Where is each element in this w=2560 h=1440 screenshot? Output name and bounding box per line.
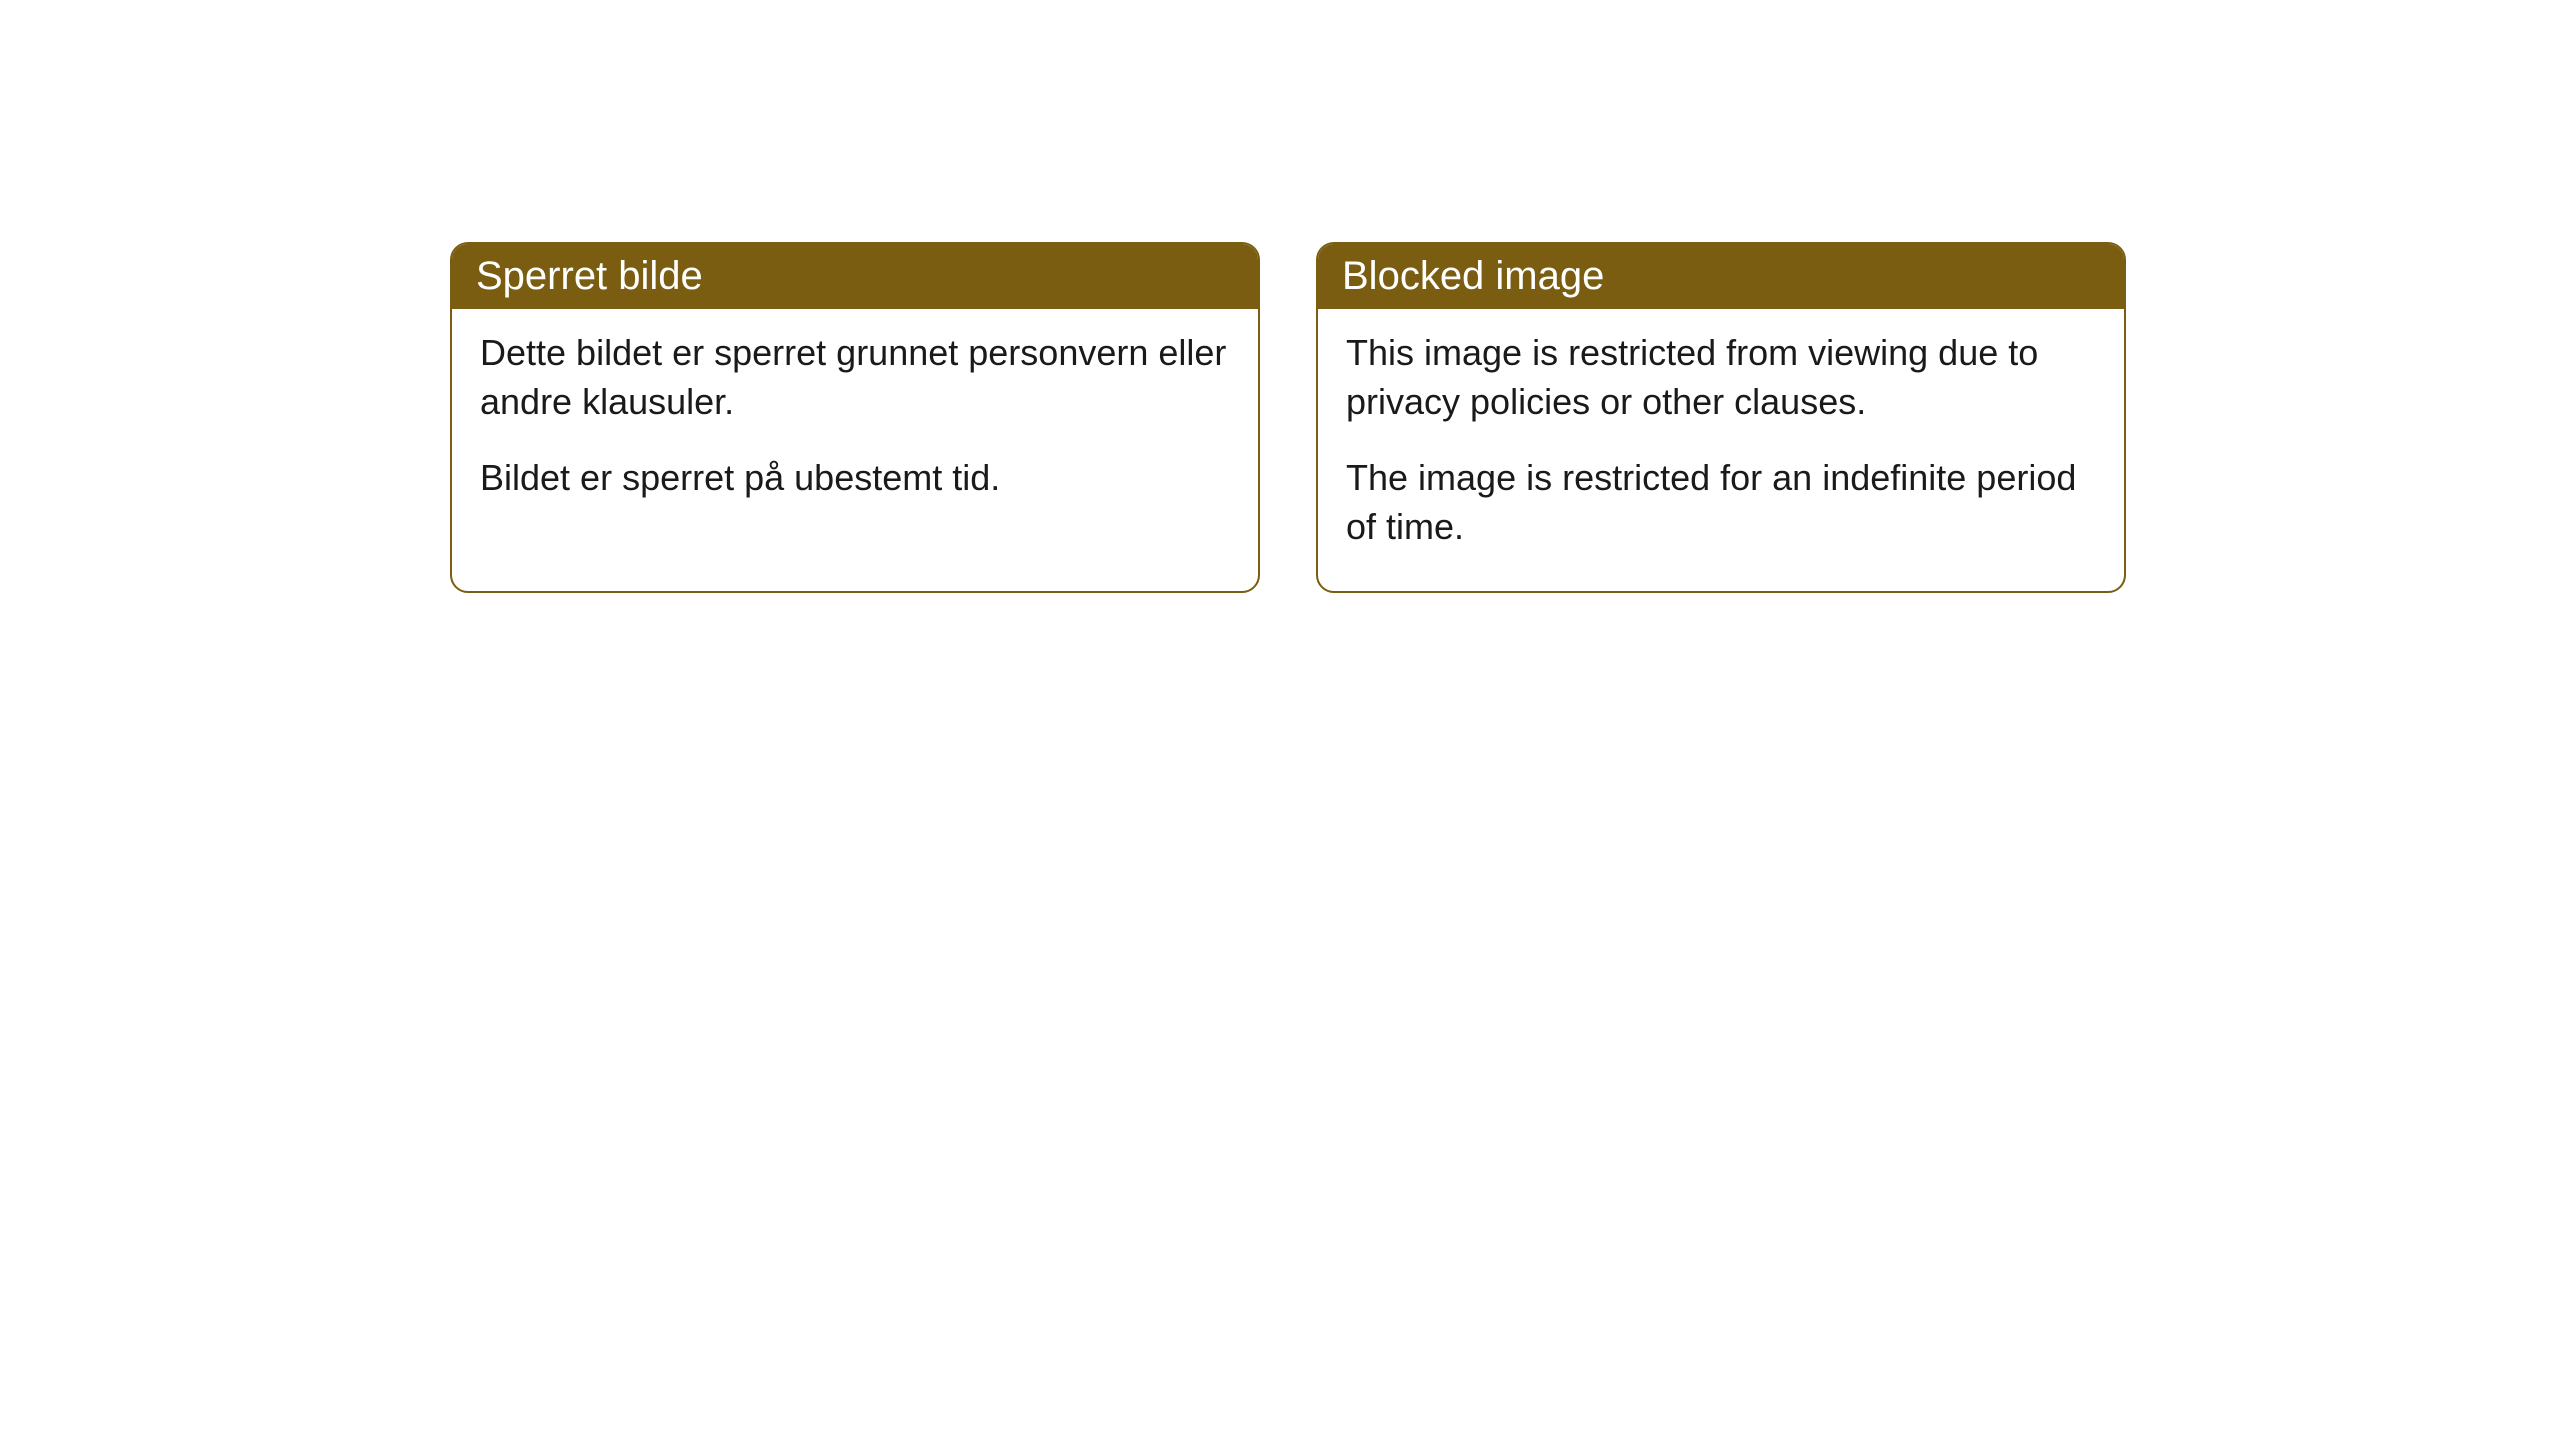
blocked-image-card-english: Blocked image This image is restricted f… [1316,242,2126,593]
card-title: Sperret bilde [476,254,703,298]
card-paragraph-2: The image is restricted for an indefinit… [1346,454,2096,551]
blocked-image-card-norwegian: Sperret bilde Dette bildet er sperret gr… [450,242,1260,593]
card-body: Dette bildet er sperret grunnet personve… [452,309,1258,543]
card-paragraph-1: Dette bildet er sperret grunnet personve… [480,329,1230,426]
card-title: Blocked image [1342,254,1604,298]
card-body: This image is restricted from viewing du… [1318,309,2124,591]
card-header: Sperret bilde [452,244,1258,309]
cards-container: Sperret bilde Dette bildet er sperret gr… [0,0,2560,593]
card-paragraph-2: Bildet er sperret på ubestemt tid. [480,454,1230,503]
card-paragraph-1: This image is restricted from viewing du… [1346,329,2096,426]
card-header: Blocked image [1318,244,2124,309]
